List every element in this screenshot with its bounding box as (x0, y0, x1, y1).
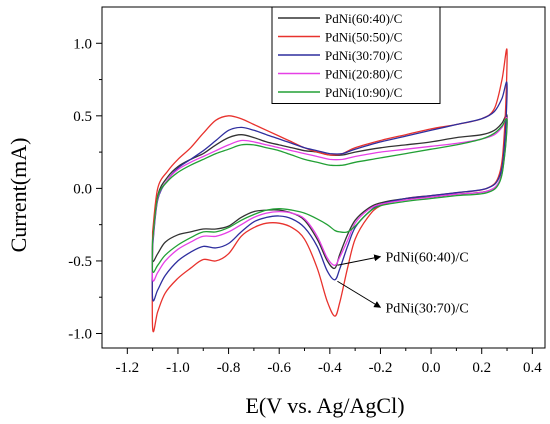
y-axis-title: Current(mA) (6, 138, 31, 253)
legend-label-3: PdNi(30:70)/C (325, 48, 402, 63)
x-tick-label: 0.0 (422, 360, 441, 376)
annotation-label-2: PdNi(30:70)/C (385, 301, 468, 316)
y-tick-label: 0.5 (73, 109, 92, 125)
annotation-arrow-2 (337, 280, 382, 308)
legend: PdNi(60:40)/C PdNi(50:50)/C PdNi(30:70)/C P… (271, 6, 441, 104)
y-tick-label: 1.0 (73, 36, 92, 52)
x-tick-label: -1.0 (166, 360, 190, 376)
annotation-arrow-1 (337, 254, 382, 266)
x-tick-label: -0.8 (217, 360, 241, 376)
legend-label-4: PdNi(20:80)/C (325, 67, 402, 82)
x-tick-label: 0.2 (472, 360, 491, 376)
x-axis-title: E(V vs. Ag/AgCl) (245, 393, 404, 418)
series-layer (151, 48, 508, 333)
annotations: PdNi(60:40)/C PdNi(30:70)/C (337, 251, 469, 316)
y-axis-ticks: -1.0 -0.5 0.0 0.5 1.0 (68, 36, 102, 342)
x-tick-label: 0.4 (523, 360, 542, 376)
y-tick-label: -1.0 (68, 326, 92, 342)
series-line-1 (151, 113, 508, 270)
series-line-5 (151, 117, 508, 273)
x-tick-label: -0.4 (318, 360, 342, 376)
legend-label-1: PdNi(60:40)/C (325, 11, 402, 26)
legend-label-5: PdNi(10:90)/C (325, 85, 402, 100)
x-tick-label: -1.2 (115, 360, 139, 376)
x-tick-label: -0.6 (267, 360, 291, 376)
x-axis-ticks: -1.2 -1.0 -0.8 -0.6 -0.4 -0.2 0.0 0.2 0.4 (115, 348, 542, 376)
series-line-2 (151, 48, 508, 333)
annotation-label-1: PdNi(60:40)/C (385, 251, 468, 266)
legend-label-2: PdNi(50:50)/C (325, 30, 402, 45)
series-line-3 (151, 81, 508, 302)
y-tick-label: 0.0 (73, 181, 92, 197)
x-tick-label: -0.2 (369, 360, 393, 376)
y-tick-label: -0.5 (68, 254, 92, 270)
